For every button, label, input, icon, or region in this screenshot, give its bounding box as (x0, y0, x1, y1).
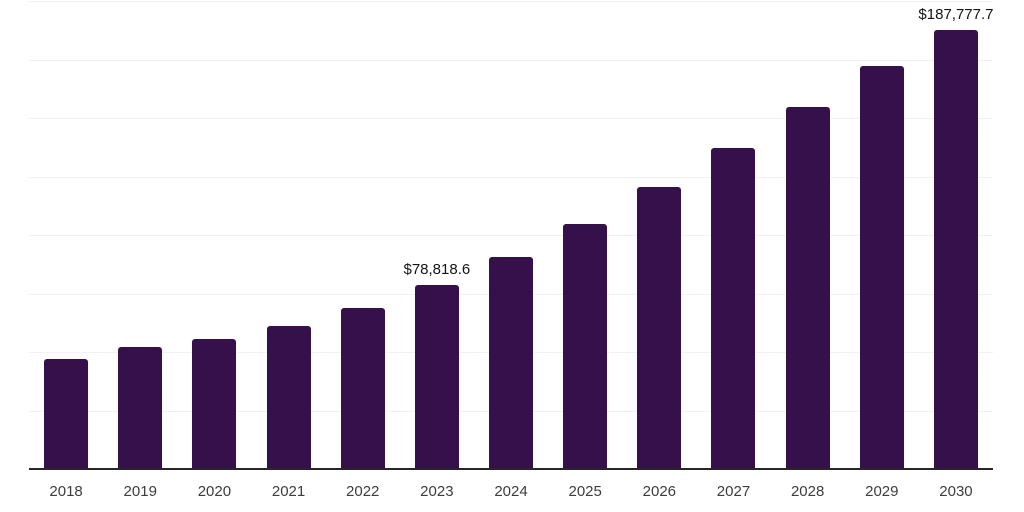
x-tick-label-2025: 2025 (568, 483, 602, 500)
bar-2020[interactable] (192, 339, 237, 469)
bar-2024[interactable] (489, 257, 534, 469)
x-tick-label-2028: 2028 (790, 483, 825, 500)
gridline (29, 235, 993, 236)
bar-2028[interactable] (785, 107, 830, 469)
bar-slot-2028 (771, 1, 845, 469)
x-tick-label-2024: 2024 (494, 483, 528, 500)
x-axis-line (29, 468, 993, 470)
data-label-2023: $78,818.6 (403, 260, 471, 278)
x-tick-label-2026: 2026 (642, 483, 677, 500)
x-tick-label-2021: 2021 (271, 483, 306, 500)
bar-slot-2023: $78,818.6 (400, 1, 474, 469)
bar-slot-2020 (177, 1, 251, 469)
x-tick-label-2018: 2018 (49, 483, 83, 500)
bar-slot-2019 (103, 1, 177, 469)
x-tick-label-2027: 2027 (716, 483, 751, 500)
bar-slot-2027 (696, 1, 770, 469)
x-tick-label-2022: 2022 (346, 483, 380, 500)
x-tick-label-2019: 2019 (123, 483, 157, 500)
bar-slot-2026 (622, 1, 696, 469)
bar-2019[interactable] (118, 347, 163, 469)
x-tick-label-2023: 2023 (420, 483, 454, 500)
bar-slot-2030: $187,777.7 (918, 1, 994, 469)
x-tick-label-2029: 2029 (865, 483, 899, 500)
bar-2018[interactable] (44, 358, 89, 469)
x-axis-labels: 2018 2019 2020 2021 2022 2023 2024 2025 2026 2027… (29, 483, 993, 501)
gridline (29, 59, 993, 61)
bars-container: $78,818.6 $187,777.7 (29, 1, 993, 469)
bar-2023[interactable] (414, 284, 459, 469)
data-label-2030: $187,777.7 (918, 5, 994, 23)
bar-2029[interactable] (859, 66, 904, 469)
bar-2027[interactable] (711, 147, 756, 469)
bar-2025[interactable] (563, 224, 608, 469)
bar-slot-2022 (326, 1, 400, 469)
bar-slot-2024 (474, 1, 548, 469)
gridline (29, 118, 993, 119)
gridline (29, 176, 993, 178)
bar-slot-2018 (29, 1, 103, 469)
plot-area: $78,818.6 $187,777.7 (29, 1, 993, 470)
bar-2026[interactable] (637, 186, 682, 469)
bar-slot-2029 (845, 1, 919, 469)
bar-2022[interactable] (340, 308, 385, 469)
x-tick-label-2030: 2030 (939, 483, 973, 500)
x-tick-label-2020: 2020 (197, 483, 232, 500)
bar-2021[interactable] (266, 325, 311, 469)
bar-2030[interactable] (933, 29, 978, 469)
bar-slot-2021 (251, 1, 325, 469)
gridline (29, 1, 993, 2)
bar-slot-2025 (548, 1, 622, 469)
